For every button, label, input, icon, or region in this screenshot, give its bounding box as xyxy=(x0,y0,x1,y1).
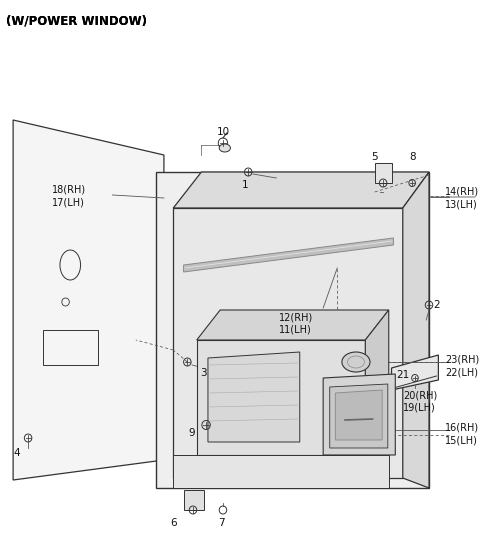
Polygon shape xyxy=(43,330,98,365)
Text: 8: 8 xyxy=(409,152,416,162)
Text: 6: 6 xyxy=(170,518,177,528)
Ellipse shape xyxy=(219,144,230,152)
Polygon shape xyxy=(156,172,429,488)
Text: 10: 10 xyxy=(216,127,229,137)
Polygon shape xyxy=(403,172,429,488)
Polygon shape xyxy=(183,490,204,510)
Text: 23(RH)
22(LH): 23(RH) 22(LH) xyxy=(445,355,479,378)
Text: 20(RH)
19(LH): 20(RH) 19(LH) xyxy=(403,390,437,412)
Text: 5: 5 xyxy=(372,152,378,162)
Text: (W/POWER WINDOW): (W/POWER WINDOW) xyxy=(6,14,146,27)
Polygon shape xyxy=(173,208,403,478)
Text: 12(RH)
11(LH): 12(RH) 11(LH) xyxy=(279,312,313,334)
Polygon shape xyxy=(323,374,396,455)
Text: 2: 2 xyxy=(433,300,439,310)
Polygon shape xyxy=(173,455,389,488)
Text: 14(RH)
13(LH): 14(RH) 13(LH) xyxy=(445,187,479,209)
Polygon shape xyxy=(13,120,164,480)
Polygon shape xyxy=(197,310,389,340)
Polygon shape xyxy=(336,390,382,440)
Polygon shape xyxy=(197,340,365,455)
Text: 18(RH)
17(LH): 18(RH) 17(LH) xyxy=(51,185,85,207)
Polygon shape xyxy=(392,355,438,390)
Text: 9: 9 xyxy=(189,428,195,438)
Text: (W/POWER WINDOW): (W/POWER WINDOW) xyxy=(6,14,146,27)
Polygon shape xyxy=(365,310,389,455)
Polygon shape xyxy=(330,384,388,448)
Polygon shape xyxy=(173,172,429,208)
Text: 21: 21 xyxy=(396,370,409,380)
Text: 4: 4 xyxy=(13,448,20,458)
Polygon shape xyxy=(208,352,300,442)
Ellipse shape xyxy=(342,352,370,372)
Text: 3: 3 xyxy=(201,368,207,378)
Text: 1: 1 xyxy=(241,180,248,190)
Text: 16(RH)
15(LH): 16(RH) 15(LH) xyxy=(445,423,479,445)
Text: 7: 7 xyxy=(218,518,224,528)
Polygon shape xyxy=(375,163,392,183)
Polygon shape xyxy=(183,238,394,272)
